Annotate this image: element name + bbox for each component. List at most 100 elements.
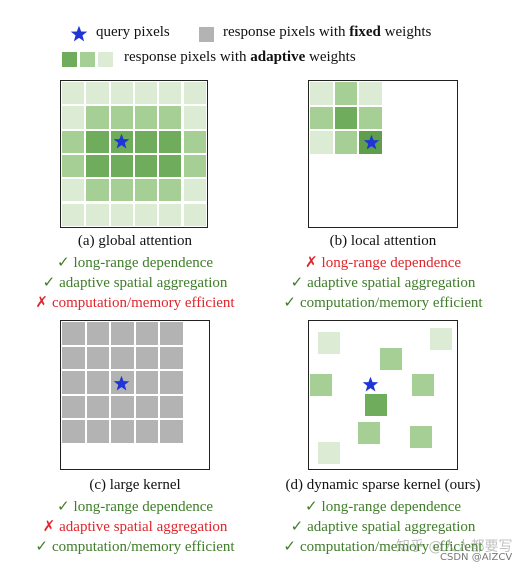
point-a-1: ✓ long-range dependence <box>15 253 255 272</box>
response-pixel-cell <box>334 81 359 106</box>
legend-green-mid-swatch <box>80 52 95 67</box>
caption-global-attention: (a) global attention <box>15 233 255 250</box>
response-pixel-cell <box>86 370 111 395</box>
panel-large-kernel <box>60 320 210 470</box>
response-pixel-cell <box>134 105 158 129</box>
watermark-csdn: CSDN @AIZCV <box>440 552 512 563</box>
response-pixel-cell <box>61 154 85 178</box>
response-pixel-cell <box>61 395 86 420</box>
response-pixel-cell <box>135 346 160 371</box>
response-pixel-cell <box>86 346 111 371</box>
response-pixel-cell <box>159 395 184 420</box>
check-icon: ✓ <box>57 253 70 272</box>
legend-green-light-swatch <box>98 52 113 67</box>
response-pixel-cell <box>61 105 85 129</box>
check-icon: ✓ <box>57 497 70 516</box>
response-pixel-cell <box>183 105 207 129</box>
legend: query pixels response pixels with fixed … <box>0 0 520 70</box>
response-pixel-cell <box>61 178 85 202</box>
query-star-icon <box>70 25 88 43</box>
point-b-1: ✗ long-range dependence <box>263 253 503 272</box>
response-pixel-cell <box>134 154 158 178</box>
response-pixel-cell <box>158 203 182 227</box>
point-d-1: ✓ long-range dependence <box>263 497 503 516</box>
response-pixel-cell <box>134 178 158 202</box>
response-pixel-cell <box>61 81 85 105</box>
cross-icon: ✗ <box>305 253 318 272</box>
response-pixel-cell <box>158 130 182 154</box>
response-pixel-cell <box>110 81 134 105</box>
response-pixel-cell <box>411 373 435 397</box>
response-pixel-cell <box>159 321 184 346</box>
response-pixel-cell <box>61 419 86 444</box>
response-pixel-cell <box>134 130 158 154</box>
point-b-2: ✓ adaptive spatial aggregation <box>263 273 503 292</box>
check-icon: ✓ <box>283 537 296 556</box>
response-pixel-cell <box>183 178 207 202</box>
legend-adaptive-label: response pixels with adaptive weights <box>124 49 356 66</box>
response-pixel-cell <box>61 370 86 395</box>
check-icon: ✓ <box>43 273 56 292</box>
response-pixel-cell <box>86 321 111 346</box>
response-pixel-cell <box>159 370 184 395</box>
response-pixel-cell <box>309 81 334 106</box>
point-c-3: ✓ computation/memory efficient <box>15 537 255 556</box>
point-d-2: ✓ adaptive spatial aggregation <box>263 517 503 536</box>
response-pixel-cell <box>85 178 109 202</box>
response-pixel-cell <box>379 347 403 371</box>
response-pixel-cell <box>183 154 207 178</box>
panel-global-attention <box>60 80 208 228</box>
query-star-icon <box>113 375 130 392</box>
cross-icon: ✗ <box>35 293 48 312</box>
response-pixel-cell <box>135 419 160 444</box>
response-pixel-cell <box>357 421 381 445</box>
response-pixel-cell <box>135 395 160 420</box>
response-pixel-cell <box>110 321 135 346</box>
response-pixel-cell <box>309 130 334 155</box>
response-pixel-cell <box>86 395 111 420</box>
response-pixel-cell <box>429 327 453 351</box>
response-pixel-cell <box>158 178 182 202</box>
response-pixel-cell <box>309 373 333 397</box>
response-pixel-cell <box>364 393 388 417</box>
legend-green-dark-swatch <box>62 52 77 67</box>
response-pixel-cell <box>158 105 182 129</box>
response-pixel-cell <box>85 130 109 154</box>
response-pixel-cell <box>159 419 184 444</box>
legend-fixed-label: response pixels with fixed weights <box>223 24 431 41</box>
response-pixel-cell <box>110 395 135 420</box>
response-pixel-cell <box>183 81 207 105</box>
point-a-2: ✓ adaptive spatial aggregation <box>15 273 255 292</box>
response-pixel-cell <box>358 106 383 131</box>
response-pixel-cell <box>183 203 207 227</box>
response-pixel-cell <box>135 370 160 395</box>
check-icon: ✓ <box>305 497 318 516</box>
response-pixel-cell <box>334 106 359 131</box>
response-pixel-cell <box>110 178 134 202</box>
check-icon: ✓ <box>283 293 296 312</box>
response-pixel-cell <box>183 130 207 154</box>
response-pixel-cell <box>110 105 134 129</box>
panel-dynamic-sparse-kernel <box>308 320 458 470</box>
query-star-icon <box>113 133 130 150</box>
response-pixel-cell <box>110 346 135 371</box>
response-pixel-cell <box>85 105 109 129</box>
response-pixel-cell <box>317 441 341 465</box>
response-pixel-cell <box>61 203 85 227</box>
response-pixel-cell <box>158 154 182 178</box>
query-star-icon <box>362 376 379 393</box>
response-pixel-cell <box>158 81 182 105</box>
response-pixel-cell <box>134 203 158 227</box>
response-pixel-cell <box>110 154 134 178</box>
response-pixel-cell <box>86 419 111 444</box>
response-pixel-cell <box>134 81 158 105</box>
legend-query-label: query pixels <box>96 24 170 41</box>
panel-local-attention <box>308 80 458 228</box>
caption-large-kernel: (c) large kernel <box>15 477 255 494</box>
response-pixel-cell <box>85 81 109 105</box>
check-icon: ✓ <box>291 517 304 536</box>
response-pixel-cell <box>61 346 86 371</box>
check-icon: ✓ <box>35 537 48 556</box>
response-pixel-cell <box>309 106 334 131</box>
caption-local-attention: (b) local attention <box>263 233 503 250</box>
